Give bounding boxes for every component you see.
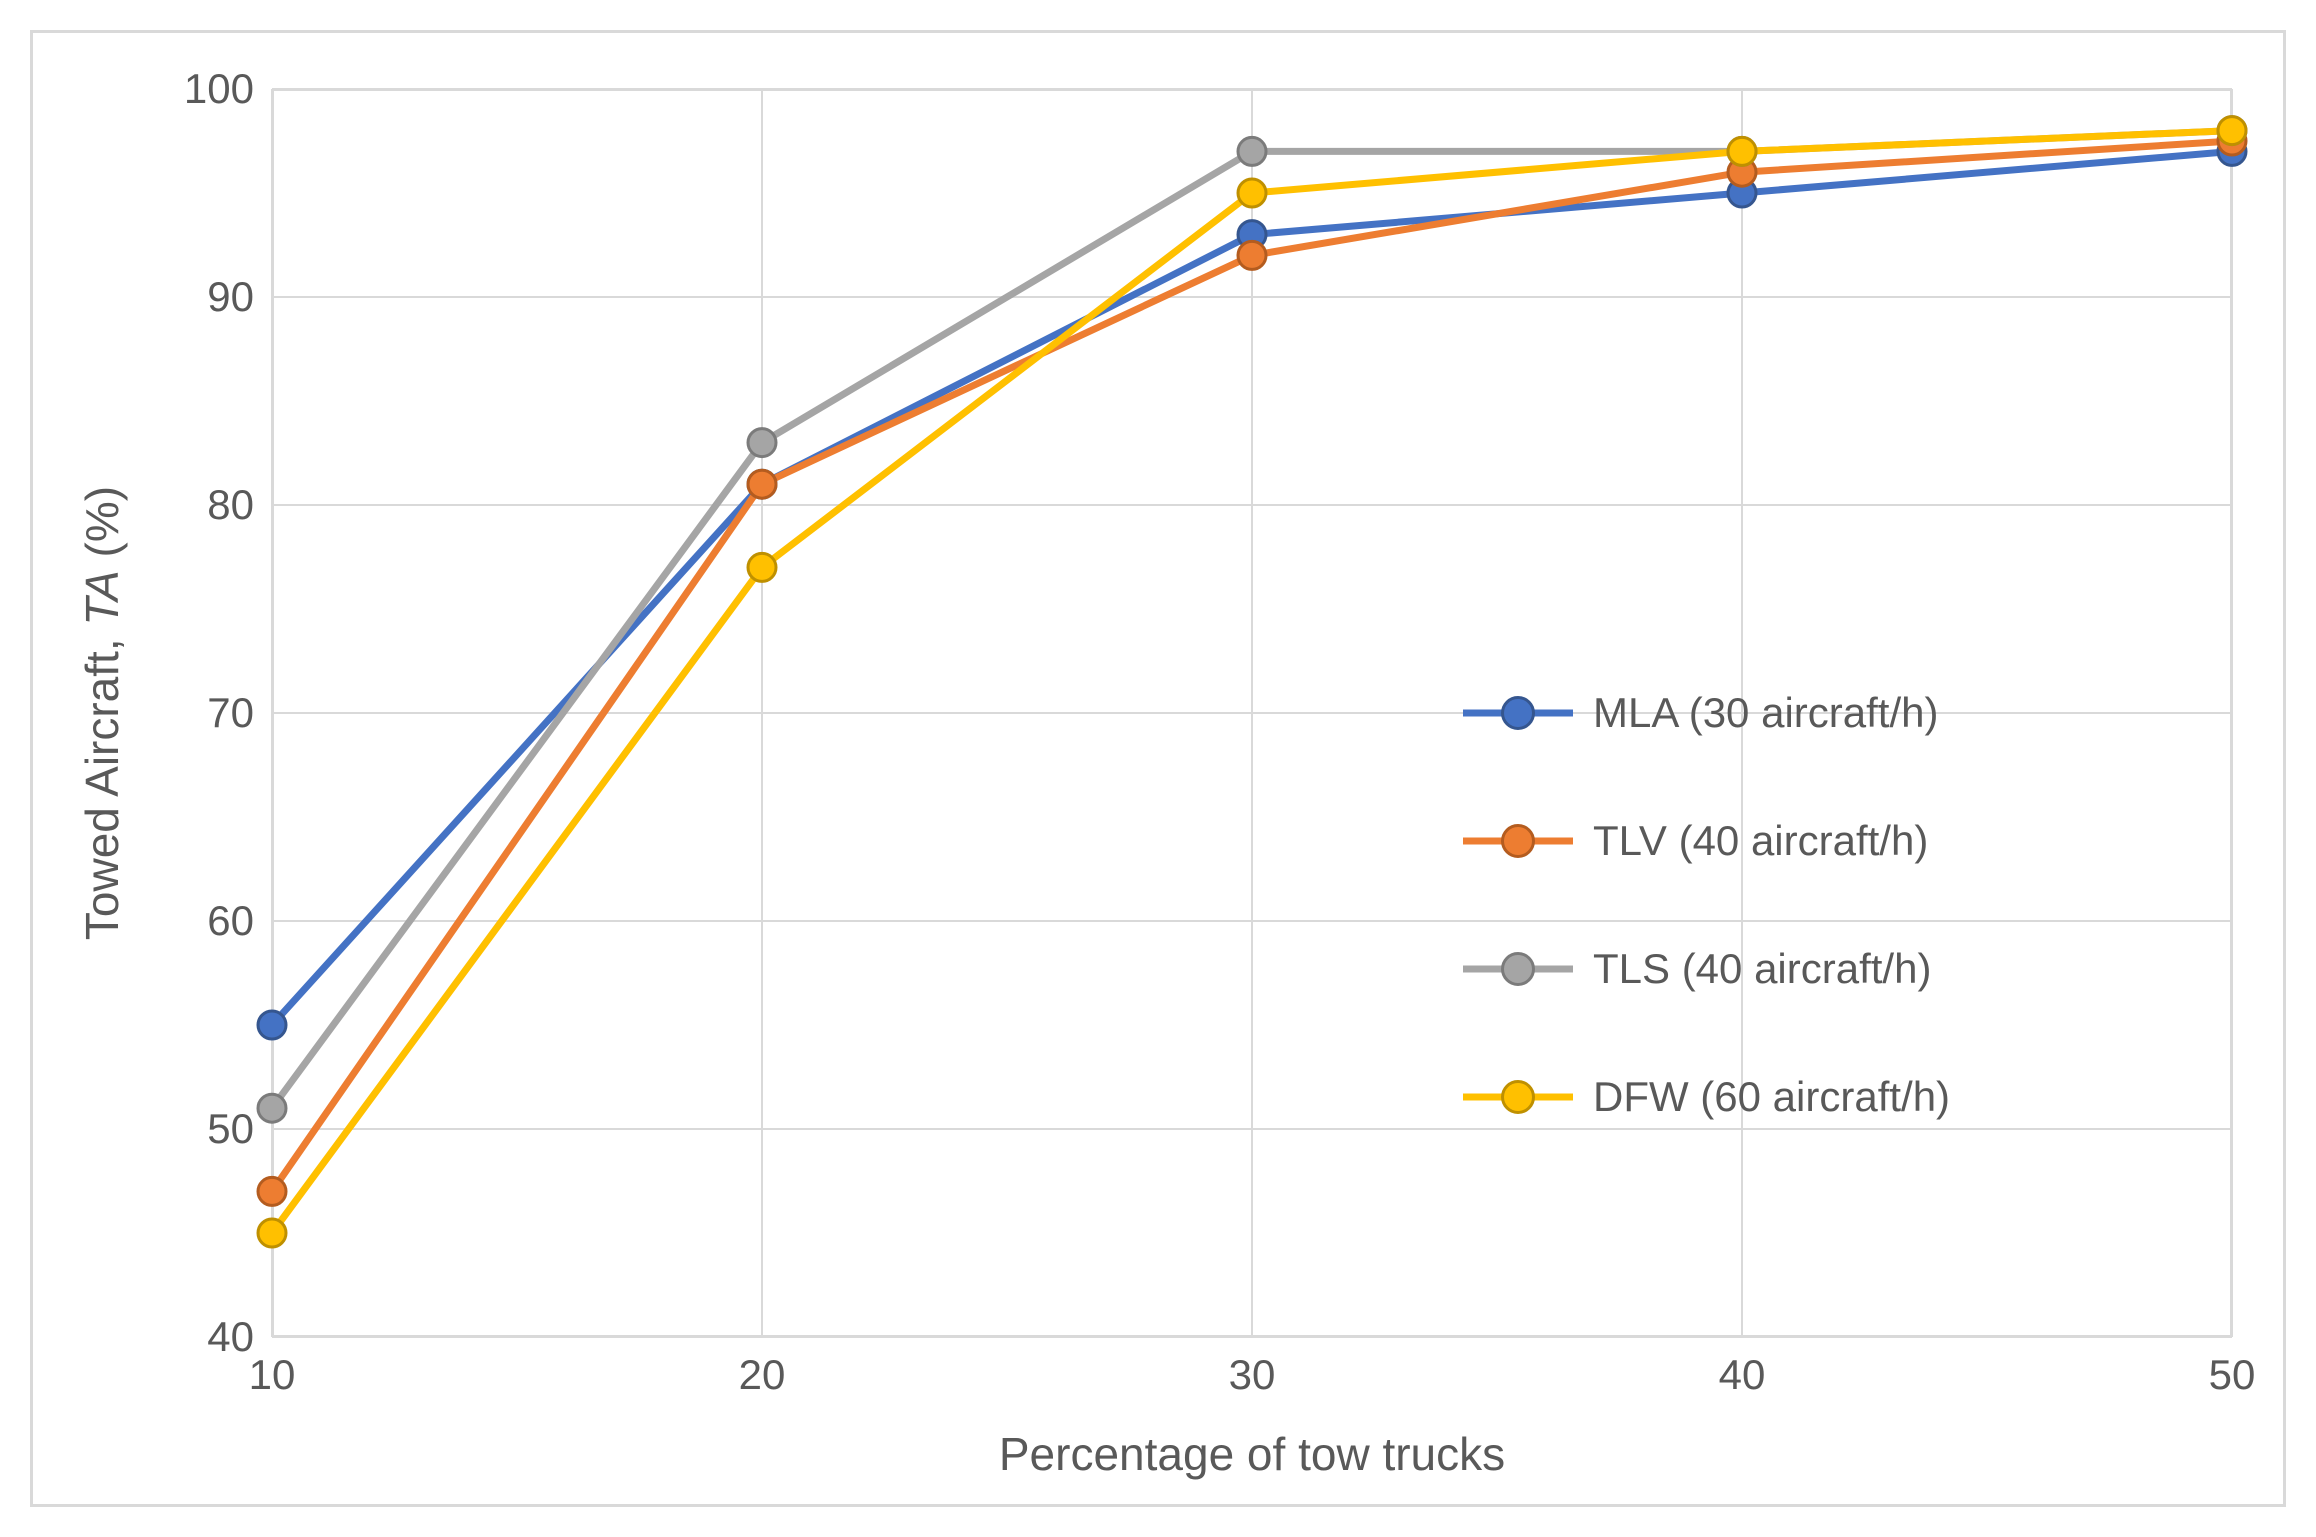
legend-marker — [1501, 696, 1535, 730]
y-axis-title-prefix: Towed Aircraft, — [76, 626, 128, 940]
y-axis-title-italic: TA — [76, 570, 128, 625]
gridline-h — [272, 504, 2232, 506]
y-tick-label: 80 — [207, 481, 272, 529]
y-tick-label: 60 — [207, 897, 272, 945]
y-tick-label: 100 — [184, 65, 272, 113]
legend-label: DFW (60 aircraft/h) — [1593, 1073, 1950, 1121]
legend-label: TLS (40 aircraft/h) — [1593, 945, 1931, 993]
y-tick-label: 50 — [207, 1105, 272, 1153]
y-axis-title-suffix: (%) — [76, 486, 128, 570]
x-tick-label: 40 — [1719, 1337, 1766, 1399]
gridline-h — [272, 88, 2232, 90]
legend-swatch — [1463, 701, 1573, 725]
y-tick-label: 40 — [207, 1313, 272, 1361]
gridline-h — [272, 1336, 2232, 1338]
y-tick-label: 90 — [207, 273, 272, 321]
legend-label: TLV (40 aircraft/h) — [1593, 817, 1928, 865]
legend-swatch — [1463, 957, 1573, 981]
gridline-h — [272, 296, 2232, 298]
legend-item: TLS (40 aircraft/h) — [1463, 945, 1950, 993]
x-tick-label: 50 — [2209, 1337, 2256, 1399]
x-tick-label: 30 — [1229, 1337, 1276, 1399]
x-axis-title: Percentage of tow trucks — [999, 1427, 1505, 1481]
legend-swatch — [1463, 1085, 1573, 1109]
legend-label: MLA (30 aircraft/h) — [1593, 689, 1938, 737]
legend-swatch — [1463, 829, 1573, 853]
legend-item: DFW (60 aircraft/h) — [1463, 1073, 1950, 1121]
x-tick-label: 20 — [739, 1337, 786, 1399]
y-tick-label: 70 — [207, 689, 272, 737]
legend: MLA (30 aircraft/h) TLV (40 aircraft/h) TL… — [1463, 689, 1950, 1121]
y-axis-title: Towed Aircraft, TA (%) — [75, 486, 129, 940]
legend-item: TLV (40 aircraft/h) — [1463, 817, 1950, 865]
chart-container: 1020304050405060708090100 Towed Aircraft… — [30, 30, 2286, 1507]
gridline-h — [272, 1128, 2232, 1130]
legend-item: MLA (30 aircraft/h) — [1463, 689, 1950, 737]
legend-marker — [1501, 824, 1535, 858]
legend-marker — [1501, 1080, 1535, 1114]
legend-marker — [1501, 952, 1535, 986]
